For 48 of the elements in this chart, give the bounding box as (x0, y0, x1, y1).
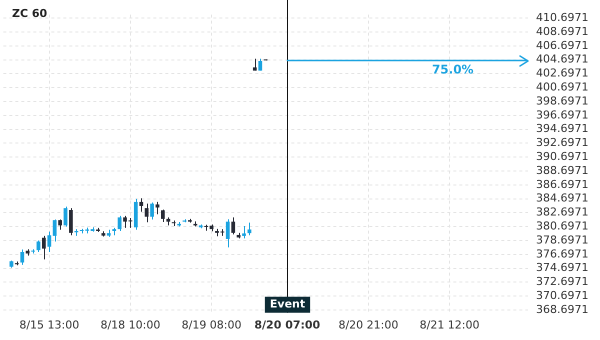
candlestick (69, 208, 73, 236)
y-tick-label: 402.6971 (536, 66, 588, 80)
chart-title: ZC 60 (12, 7, 48, 20)
y-tick-label: 382.6971 (536, 206, 588, 219)
candlestick (36, 240, 40, 252)
y-tick-label: 410.6971 (536, 10, 588, 24)
y-tick-label: 390.6971 (536, 150, 588, 163)
x-tick-label: 8/21 12:00 (420, 318, 480, 332)
candlestick (156, 201, 160, 215)
x-tick-label: 8/18 10:00 (100, 318, 160, 332)
y-tick-label: 406.6971 (536, 38, 588, 52)
candlestick (139, 198, 144, 212)
candlestick (226, 218, 230, 248)
y-tick-label: 368.6971 (536, 302, 588, 316)
y-tick-label: 374.6971 (536, 261, 588, 274)
x-tick-label: 8/20 21:00 (338, 318, 398, 332)
y-tick-label: 370.6971 (536, 288, 588, 302)
ref-line-label: Event (270, 298, 306, 311)
candlestick (58, 219, 62, 230)
candlestick (42, 235, 46, 260)
y-tick-label: 372.6971 (536, 275, 588, 288)
candlestick (248, 222, 252, 236)
y-tick-label: 398.6971 (536, 94, 588, 108)
y-tick-label: 400.6971 (536, 80, 588, 94)
y-tick-label: 378.6971 (536, 233, 588, 246)
x-tick-label: 8/19 08:00 (182, 318, 242, 332)
y-tick-label: 396.6971 (536, 108, 588, 122)
y-tick-label: 392.6971 (536, 136, 588, 150)
candlestick (150, 202, 154, 220)
y-tick-label: 408.6971 (536, 24, 588, 38)
y-tick-label: 394.6971 (536, 122, 588, 136)
candlestick (231, 216, 236, 235)
candlestick (118, 215, 122, 232)
y-tick-label: 380.6971 (536, 219, 588, 232)
x-tick-label: 8/20 07:00 (254, 318, 321, 332)
y-tick-label: 386.6971 (536, 178, 588, 191)
candlestick (242, 226, 246, 239)
candlestick (64, 206, 68, 228)
candlestick (20, 248, 24, 266)
y-tick-label: 384.6971 (536, 192, 588, 205)
candlestick (144, 203, 149, 223)
annotation: 75.0% (432, 62, 474, 77)
y-tick-label: 404.6971 (536, 52, 588, 66)
candlestick (52, 219, 57, 242)
candlestick (160, 209, 165, 223)
x-tick-label: 8/15 13:00 (19, 318, 80, 332)
y-tick-label: 376.6971 (536, 247, 588, 260)
y-tick-label: 388.6971 (536, 164, 588, 177)
